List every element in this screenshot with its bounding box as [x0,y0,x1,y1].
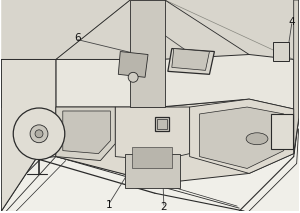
Bar [132,147,172,168]
Polygon shape [115,107,190,161]
Circle shape [128,72,138,82]
Polygon shape [2,89,298,211]
Polygon shape [118,52,148,77]
Polygon shape [200,107,284,168]
Polygon shape [130,0,165,107]
Polygon shape [190,99,294,173]
Text: 3: 3 [284,122,291,132]
Bar [125,154,180,188]
Polygon shape [2,59,56,211]
Polygon shape [294,0,298,154]
Polygon shape [56,55,294,109]
Text: 5: 5 [148,19,154,29]
Polygon shape [2,0,298,211]
Text: 4: 4 [288,17,295,27]
Text: 2: 2 [160,202,167,212]
Circle shape [13,108,65,160]
Text: 1: 1 [106,200,113,210]
Polygon shape [63,111,110,154]
Polygon shape [172,49,209,70]
Polygon shape [56,99,294,183]
Polygon shape [56,107,115,161]
Bar [273,42,289,61]
Polygon shape [168,49,214,74]
Circle shape [35,130,43,138]
Bar [157,119,167,129]
Polygon shape [2,0,298,107]
Circle shape [30,125,48,143]
Text: 6: 6 [74,33,81,43]
Bar [155,117,169,131]
Ellipse shape [246,133,268,145]
Bar [271,114,293,149]
